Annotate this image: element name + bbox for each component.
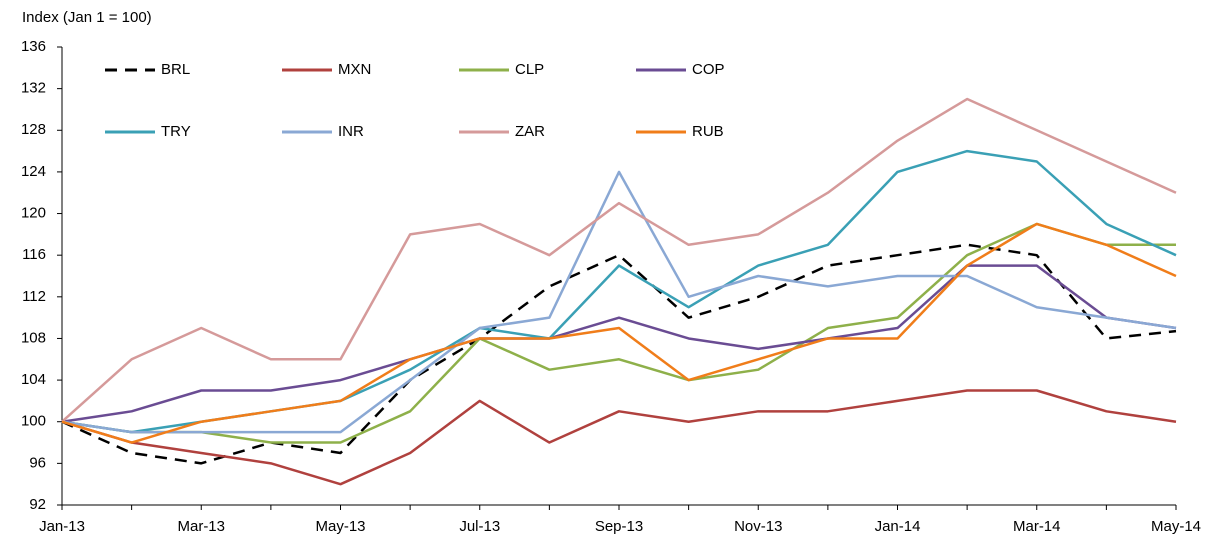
series-line <box>61 222 1176 444</box>
y-tick-label: 112 <box>22 288 46 305</box>
x-tick-label: Mar-13 <box>177 518 225 535</box>
x-tick-label: Jan-13 <box>39 518 85 535</box>
y-tick-label: 124 <box>21 163 46 180</box>
series-line <box>61 97 1177 423</box>
y-tick-label: 104 <box>21 371 46 388</box>
y-tick-label: 136 <box>21 38 46 55</box>
series-line <box>61 264 1177 423</box>
series-line <box>61 222 1177 444</box>
x-tick-label: Mar-14 <box>1013 518 1061 535</box>
y-tick-label: 116 <box>22 246 46 263</box>
series-line <box>61 170 1177 434</box>
x-tick-label: May-13 <box>315 518 365 535</box>
y-tick-label: 128 <box>21 121 46 138</box>
legend-label: MXN <box>338 61 371 78</box>
x-tick-label: Nov-13 <box>734 518 782 535</box>
y-tick-label: 108 <box>21 329 46 346</box>
x-tick-label: Sep-13 <box>595 518 643 535</box>
x-tick-label: Jan-14 <box>875 518 921 535</box>
y-tick-label: 132 <box>21 80 46 97</box>
legend-label: COP <box>692 61 725 78</box>
y-axis-label: Index (Jan 1 = 100) <box>22 9 152 26</box>
y-tick-label: 96 <box>29 454 46 471</box>
y-tick-label: 100 <box>21 413 46 430</box>
x-tick-label: May-14 <box>1151 518 1201 535</box>
legend-label: ZAR <box>515 123 545 140</box>
series-line <box>61 243 1177 465</box>
legend-label: INR <box>338 123 364 140</box>
y-tick-label: 120 <box>21 205 46 222</box>
series-line <box>61 389 1177 486</box>
x-tick-label: Jul-13 <box>459 518 500 535</box>
legend-label: BRL <box>161 61 190 78</box>
y-tick-label: 92 <box>29 496 46 513</box>
legend-label: CLP <box>515 61 544 78</box>
legend-label: TRY <box>161 123 191 140</box>
legend-label: RUB <box>692 123 724 140</box>
